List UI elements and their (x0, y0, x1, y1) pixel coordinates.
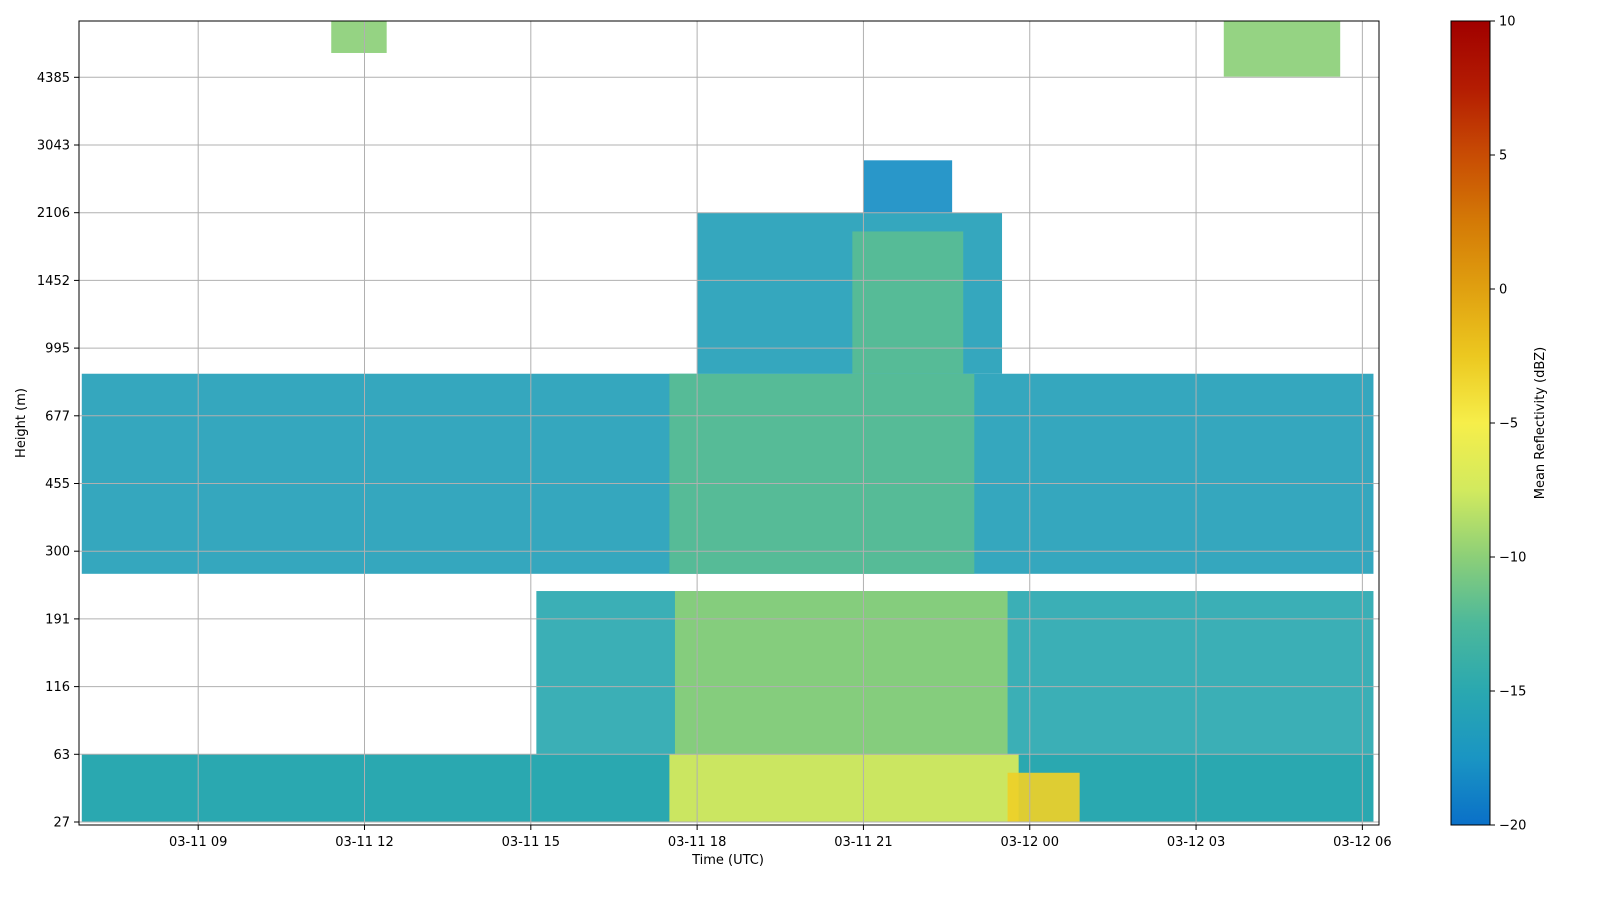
x-tick-label: 03-11 12 (335, 835, 393, 850)
colorbar: 10 5 0 −5 −10 −15 −20 Mean Reflectivity (dBZ) (1450, 15, 1548, 834)
y-axis: 27 63 116 191 300 455 677 995 1452 2106 3043 4385 (37, 71, 79, 831)
reflectivity-region (669, 373, 975, 574)
y-tick-label: 27 (53, 816, 70, 831)
x-tick-label: 03-11 09 (169, 835, 227, 850)
x-tick-label: 03-11 18 (668, 835, 726, 850)
y-axis-label: Height (m) (14, 388, 29, 458)
y-tick-label: 677 (45, 409, 70, 424)
x-tick-label: 03-11 15 (502, 835, 560, 850)
y-tick-label: 455 (45, 477, 70, 492)
x-tick-label: 03-12 00 (1001, 835, 1059, 850)
reflectivity-region (669, 754, 1019, 822)
plot-frame (78, 20, 1380, 826)
colorbar-label: Mean Reflectivity (dBZ) (1533, 347, 1548, 500)
reflectivity-region (1007, 772, 1080, 822)
y-tick-label: 2106 (37, 206, 70, 221)
colorbar-gradient (1450, 20, 1491, 826)
y-tick-label: 191 (45, 612, 70, 627)
reflectivity-region (1223, 21, 1341, 77)
grid (79, 21, 1379, 825)
reflectivity-region (852, 231, 964, 374)
colorbar-tick-label: −20 (1499, 819, 1526, 834)
y-tick-label: 63 (53, 748, 70, 763)
colorbar-tick-label: 0 (1499, 283, 1507, 298)
reflectivity-heatmap (81, 21, 1374, 822)
y-tick-label: 995 (45, 342, 70, 357)
colorbar-tick-label: 5 (1499, 149, 1507, 164)
x-tick-label: 03-12 06 (1333, 835, 1391, 850)
y-tick-label: 300 (45, 545, 70, 560)
colorbar-tick-label: 10 (1499, 15, 1516, 30)
colorbar-tick-label: −10 (1499, 551, 1526, 566)
reflectivity-region (331, 21, 387, 53)
y-tick-label: 1452 (37, 274, 70, 289)
y-tick-label: 4385 (37, 71, 70, 86)
reflectivity-region (863, 160, 953, 213)
colorbar-tick-label: −15 (1499, 685, 1526, 700)
colorbar-tick-label: −5 (1499, 417, 1518, 432)
x-tick-label: 03-11 21 (834, 835, 892, 850)
y-tick-label: 116 (45, 680, 70, 695)
y-tick-label: 3043 (37, 139, 70, 154)
x-axis: 03-11 09 03-11 12 03-11 15 03-11 18 03-11 21… (169, 825, 1392, 850)
colorbar-ticks: 10 5 0 −5 −10 −15 −20 (1490, 15, 1526, 834)
x-axis-label: Time (UTC) (691, 853, 764, 868)
reflectivity-region (674, 591, 1008, 755)
x-tick-label: 03-12 03 (1167, 835, 1225, 850)
